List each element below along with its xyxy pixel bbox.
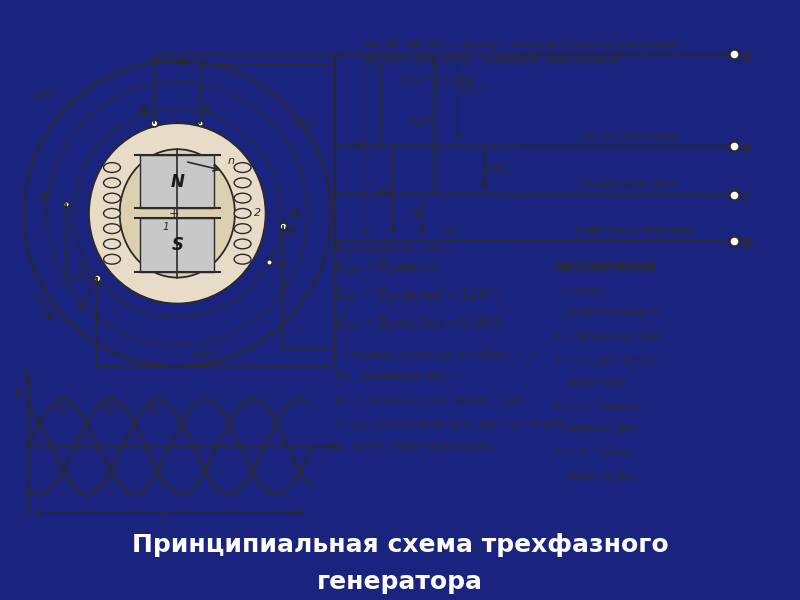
Text: UС: UС — [442, 228, 458, 238]
Text: f – частота переменного тока, Гц, f = n/60: f – частота переменного тока, Гц, f = n/… — [334, 419, 566, 429]
Text: n: n — [227, 157, 234, 166]
Text: Принципиальная схема трехфазного: Принципиальная схема трехфазного — [132, 533, 668, 557]
Text: $E_{BY}$: $E_{BY}$ — [101, 401, 120, 415]
Text: $E_{BY}=E_m\sin\,(\omega t-120°)$: $E_{BY}=E_m\sin\,(\omega t-120°)$ — [334, 286, 499, 304]
Text: (электромагнит): (электромагнит) — [554, 308, 658, 318]
FancyBboxPatch shape — [141, 218, 214, 272]
Text: A: A — [742, 50, 751, 64]
Text: $E_{CZ}=E_m\sin\,(\omega t-240°)$: $E_{CZ}=E_m\sin\,(\omega t-240°)$ — [334, 313, 500, 331]
Text: Линейный провод: Линейный провод — [577, 131, 676, 141]
Text: Нейтральная точка: Нейтральная точка — [334, 243, 449, 253]
Text: 120°: 120° — [193, 349, 220, 359]
Text: T: T — [162, 514, 169, 527]
Text: 1: 1 — [162, 222, 169, 232]
Text: E: E — [22, 367, 28, 377]
Text: $E_m$: $E_m$ — [14, 385, 30, 399]
Text: ОБОЗНАЧЕНИЯ: ОБОЗНАЧЕНИЯ — [554, 262, 656, 274]
Text: 3 – статор с тремя: 3 – статор с тремя — [554, 355, 654, 365]
Text: обмотками:: обмотками: — [554, 378, 630, 388]
Ellipse shape — [103, 254, 121, 264]
Ellipse shape — [234, 254, 251, 264]
Text: UАБ: UАБ — [460, 86, 483, 96]
Text: генератора: генератора — [317, 570, 483, 594]
Text: UБ: UБ — [378, 185, 394, 196]
Text: 1 – ротор: 1 – ротор — [554, 285, 604, 295]
Text: 2: 2 — [254, 208, 262, 218]
Text: A: A — [139, 104, 148, 118]
Ellipse shape — [234, 163, 251, 172]
Text: Линейный провод: Линейный провод — [577, 180, 676, 190]
Text: UСА: UСА — [408, 117, 431, 127]
Text: N: N — [742, 237, 752, 250]
Ellipse shape — [234, 224, 251, 233]
Ellipse shape — [103, 193, 121, 203]
Text: Y: Y — [277, 262, 286, 274]
Text: UА: UА — [352, 140, 367, 149]
Text: B: B — [291, 208, 300, 221]
Ellipse shape — [103, 239, 121, 249]
Text: N: N — [170, 173, 184, 191]
Text: T – период, время одного оборота , с: T – период, время одного оборота , с — [334, 349, 538, 359]
Text: Нейтральный провод: Нейтральный провод — [577, 226, 694, 236]
Ellipse shape — [234, 178, 251, 188]
Text: обмоток фаз: обмоток фаз — [554, 470, 637, 481]
Text: n – число оборотов в минуту: n – число оборотов в минуту — [334, 442, 491, 452]
Ellipse shape — [103, 178, 121, 188]
Text: +: + — [168, 207, 178, 220]
Text: UС: UС — [410, 210, 425, 220]
Text: обмоток фаз: обмоток фаз — [554, 424, 637, 434]
Text: Eм – амплитуда ЭДС, В: Eм – амплитуда ЭДС, В — [334, 372, 461, 382]
Text: C: C — [78, 263, 86, 276]
Text: Линейный провод: Линейный провод — [577, 39, 676, 49]
Text: 120°: 120° — [293, 120, 319, 130]
Text: S: S — [171, 236, 183, 254]
Text: UБС: UБС — [486, 163, 510, 173]
FancyBboxPatch shape — [141, 155, 214, 208]
Text: Uφ(UА, UВ, UС) – фазное  напряжение: Uφ(UА, UВ, UС) – фазное напряжение — [362, 39, 584, 49]
Text: $E_{CZ}$: $E_{CZ}$ — [148, 401, 168, 415]
Ellipse shape — [234, 193, 251, 203]
Text: Uл =√3 Uφ: Uл =√3 Uφ — [400, 73, 474, 87]
Ellipse shape — [120, 149, 235, 278]
Text: t: t — [341, 445, 346, 455]
Text: A, B, C – начала: A, B, C – начала — [554, 401, 639, 411]
Text: X, Y, Z – концы: X, Y, Z – концы — [554, 448, 634, 457]
Ellipse shape — [234, 208, 251, 218]
Text: C: C — [742, 191, 751, 204]
Text: B: B — [742, 142, 751, 155]
Text: 2 – обмотка ротора: 2 – обмотка ротора — [554, 331, 659, 341]
Text: Z: Z — [39, 191, 47, 204]
Ellipse shape — [89, 123, 266, 304]
Text: Uл(UАБ, UБС, UСА) – линейное  напряжение: Uл(UАБ, UБС, UСА) – линейное напряжение — [362, 56, 620, 65]
Ellipse shape — [234, 239, 251, 249]
Text: 3: 3 — [82, 190, 89, 200]
Text: $E_{AX}=E_m\sin\,\omega t$: $E_{AX}=E_m\sin\,\omega t$ — [334, 259, 440, 276]
Text: $E_{AX}$: $E_{AX}$ — [53, 401, 73, 415]
Ellipse shape — [103, 224, 121, 233]
Ellipse shape — [103, 208, 121, 218]
Text: ω – угловая частота,  ω=2πf, рад/с: ω – угловая частота, ω=2πf, рад/с — [334, 395, 525, 406]
Text: 120°: 120° — [31, 89, 58, 99]
Text: X: X — [202, 104, 211, 118]
Ellipse shape — [103, 163, 121, 172]
